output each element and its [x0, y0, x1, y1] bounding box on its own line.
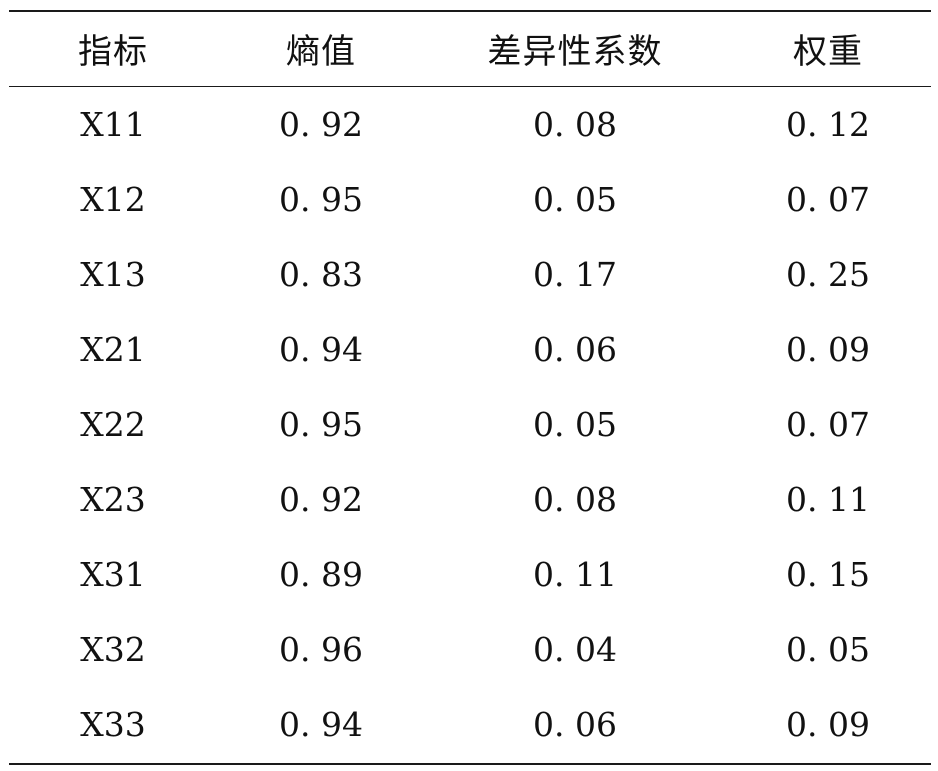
- cell-weight: 0. 11: [786, 480, 870, 519]
- cell-entropy: 0. 92: [279, 480, 363, 519]
- cell-indicator: X12: [80, 180, 146, 219]
- entropy-weight-table-container: 指标 熵值 差异性系数 权重 X11 0. 92 0. 08 0. 12 X12…: [9, 10, 931, 765]
- cell-indicator: X13: [80, 255, 146, 294]
- cell-weight: 0. 09: [786, 705, 870, 744]
- table-header-rule: [9, 86, 931, 87]
- cell-entropy: 0. 96: [279, 630, 363, 669]
- table-row: X32 0. 96 0. 04 0. 05: [9, 612, 931, 687]
- table-bottom-rule: [9, 763, 931, 765]
- cell-entropy: 0. 94: [279, 330, 363, 369]
- header-entropy: 熵值: [286, 31, 356, 72]
- header-divergence-coefficient: 差异性系数: [487, 31, 663, 72]
- cell-indicator: X23: [80, 480, 146, 519]
- table-row: X11 0. 92 0. 08 0. 12: [9, 86, 931, 162]
- table-row: X13 0. 83 0. 17 0. 25: [9, 237, 931, 312]
- cell-indicator: X11: [80, 105, 146, 144]
- cell-weight: 0. 12: [786, 105, 870, 144]
- header-indicator: 指标: [78, 31, 148, 72]
- cell-indicator: X21: [80, 330, 146, 369]
- cell-divergence: 0. 17: [533, 255, 617, 294]
- table-row: X33 0. 94 0. 06 0. 09: [9, 687, 931, 762]
- cell-weight: 0. 07: [786, 180, 870, 219]
- table-row: X12 0. 95 0. 05 0. 07: [9, 162, 931, 237]
- table-top-rule: [9, 10, 931, 12]
- cell-divergence: 0. 06: [533, 330, 617, 369]
- table-row: X21 0. 94 0. 06 0. 09: [9, 312, 931, 387]
- cell-weight: 0. 15: [786, 555, 870, 594]
- cell-divergence: 0. 08: [533, 105, 617, 144]
- entropy-weight-table: 指标 熵值 差异性系数 权重 X11 0. 92 0. 08 0. 12 X12…: [9, 10, 931, 762]
- cell-indicator: X33: [80, 705, 146, 744]
- table-header-row: 指标 熵值 差异性系数 权重: [9, 10, 931, 86]
- table-row: X22 0. 95 0. 05 0. 07: [9, 387, 931, 462]
- cell-entropy: 0. 94: [279, 705, 363, 744]
- cell-divergence: 0. 11: [533, 555, 617, 594]
- header-weight: 权重: [793, 31, 863, 72]
- cell-entropy: 0. 92: [279, 105, 363, 144]
- cell-divergence: 0. 06: [533, 705, 617, 744]
- table-row: X31 0. 89 0. 11 0. 15: [9, 537, 931, 612]
- cell-indicator: X31: [80, 555, 146, 594]
- cell-divergence: 0. 08: [533, 480, 617, 519]
- cell-entropy: 0. 83: [279, 255, 363, 294]
- cell-entropy: 0. 89: [279, 555, 363, 594]
- cell-divergence: 0. 04: [533, 630, 617, 669]
- cell-weight: 0. 07: [786, 405, 870, 444]
- cell-indicator: X32: [80, 630, 146, 669]
- cell-weight: 0. 05: [786, 630, 870, 669]
- cell-weight: 0. 09: [786, 330, 870, 369]
- cell-entropy: 0. 95: [279, 405, 363, 444]
- cell-entropy: 0. 95: [279, 180, 363, 219]
- table-row: X23 0. 92 0. 08 0. 11: [9, 462, 931, 537]
- cell-divergence: 0. 05: [533, 405, 617, 444]
- cell-weight: 0. 25: [786, 255, 870, 294]
- cell-divergence: 0. 05: [533, 180, 617, 219]
- cell-indicator: X22: [80, 405, 146, 444]
